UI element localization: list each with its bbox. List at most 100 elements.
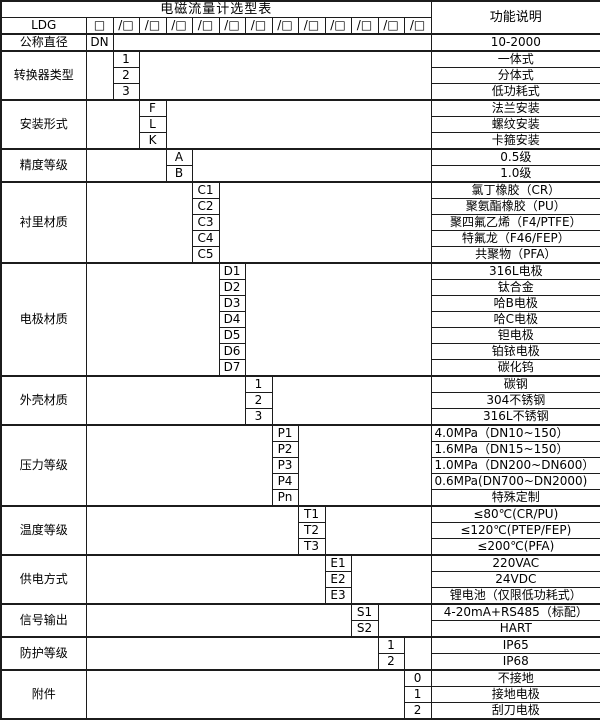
option-desc: 316L电极	[430, 262, 600, 280]
spacer-cell	[85, 148, 167, 183]
code-box: /□	[112, 17, 140, 35]
option-desc: 316L不锈钢	[430, 408, 600, 426]
option-code: P4	[271, 473, 299, 490]
option-desc: 10-2000	[430, 33, 600, 52]
option-code: F	[138, 99, 167, 117]
category-label-pressure: 压力等级	[0, 424, 87, 507]
spacer-cell	[85, 603, 352, 638]
option-code: 2	[377, 653, 405, 671]
code-box: /□	[377, 17, 405, 35]
category-label-power-supply: 供电方式	[0, 554, 87, 605]
option-desc: 碳化钨	[430, 359, 600, 377]
option-code: T2	[297, 522, 326, 539]
option-desc: 聚氨酯橡胶（PU）	[430, 198, 600, 215]
option-desc: 锂电池（仅限低功耗式）	[430, 587, 600, 605]
option-desc: 不接地	[430, 669, 600, 687]
option-desc: 刮刀电极	[430, 702, 600, 720]
option-desc: 1.6MPa（DN15~150）	[430, 441, 600, 458]
code-box: /□	[218, 17, 246, 35]
spacer-cell	[85, 554, 326, 605]
option-desc: HART	[430, 620, 600, 638]
category-label-mounting: 安装形式	[0, 99, 87, 150]
option-desc: 特殊定制	[430, 489, 600, 507]
model-prefix: LDG	[0, 17, 87, 35]
spacer-cell	[85, 99, 140, 150]
option-desc: 低功耗式	[430, 83, 600, 101]
code-box: /□	[244, 17, 273, 35]
code-box: /□	[271, 17, 299, 35]
option-code: S1	[350, 603, 379, 621]
option-desc: 氯丁橡胶（CR）	[430, 181, 600, 199]
option-code: 1	[112, 50, 140, 68]
page-title: 电磁流量计选型表	[0, 0, 432, 18]
option-code: E1	[324, 554, 352, 572]
spacer-cell	[85, 375, 246, 426]
category-label-diameter: 公称直径	[0, 33, 87, 52]
option-code: 3	[244, 408, 273, 426]
spacer-cell	[85, 636, 379, 671]
spacer-cell	[403, 636, 432, 671]
option-code: S2	[350, 620, 379, 638]
spacer-cell	[85, 181, 193, 264]
option-desc: 钽电极	[430, 327, 600, 344]
spacer-cell	[324, 505, 432, 556]
option-desc: 24VDC	[430, 571, 600, 588]
option-code: T3	[297, 538, 326, 556]
option-desc: 4.0MPa（DN10~150）	[430, 424, 600, 442]
option-code: D5	[218, 327, 246, 344]
option-code: D1	[218, 262, 246, 280]
option-code: DN	[85, 33, 114, 52]
category-label-temperature: 温度等级	[0, 505, 87, 556]
option-desc: ≤80℃(CR/PU)	[430, 505, 600, 523]
option-desc: 一体式	[430, 50, 600, 68]
option-code: D6	[218, 343, 246, 360]
option-code: C2	[191, 198, 220, 215]
option-code: D2	[218, 279, 246, 296]
option-code: P1	[271, 424, 299, 442]
option-desc: 卡箍安装	[430, 132, 600, 150]
option-desc: ≤200℃(PFA)	[430, 538, 600, 556]
option-code: 0	[403, 669, 432, 687]
option-desc: 4-20mA+RS485（标配）	[430, 603, 600, 621]
code-box: /□	[403, 17, 432, 35]
option-code: 2	[403, 702, 432, 720]
code-box: /□	[297, 17, 326, 35]
option-code: B	[165, 165, 193, 183]
spacer-cell	[85, 262, 220, 377]
option-desc: 聚四氟乙烯（F4/PTFE）	[430, 214, 600, 231]
spacer-cell	[271, 375, 432, 426]
option-code: P2	[271, 441, 299, 458]
code-box: /□	[165, 17, 193, 35]
spacer-cell	[191, 148, 432, 183]
option-desc: 法兰安装	[430, 99, 600, 117]
option-desc: IP68	[430, 653, 600, 671]
option-desc: 接地电极	[430, 686, 600, 703]
category-label-protection: 防护等级	[0, 636, 87, 671]
option-code: D7	[218, 359, 246, 377]
option-code: 1	[377, 636, 405, 654]
spacer-cell	[165, 99, 432, 150]
option-desc: 0.5级	[430, 148, 600, 166]
option-code: T1	[297, 505, 326, 523]
option-code: 1	[244, 375, 273, 393]
option-desc: 304不锈钢	[430, 392, 600, 409]
option-code: 2	[244, 392, 273, 409]
code-box: /□	[324, 17, 352, 35]
code-box: □	[85, 17, 114, 35]
option-desc: 钛合金	[430, 279, 600, 296]
option-desc: 哈C电极	[430, 311, 600, 328]
option-desc: 碳钢	[430, 375, 600, 393]
option-desc: 铂铱电极	[430, 343, 600, 360]
category-label-electrode: 电极材质	[0, 262, 87, 377]
spacer-cell	[85, 669, 405, 720]
spacer-cell	[377, 603, 432, 638]
option-desc: IP65	[430, 636, 600, 654]
option-desc: 0.6MPa(DN700~DN2000)	[430, 473, 600, 490]
code-box: /□	[138, 17, 167, 35]
category-label-signal-output: 信号输出	[0, 603, 87, 638]
option-desc: 1.0MPa（DN200~DN600）	[430, 457, 600, 474]
option-desc: ≤120℃(PTEP/FEP)	[430, 522, 600, 539]
spacer-cell	[85, 424, 273, 507]
